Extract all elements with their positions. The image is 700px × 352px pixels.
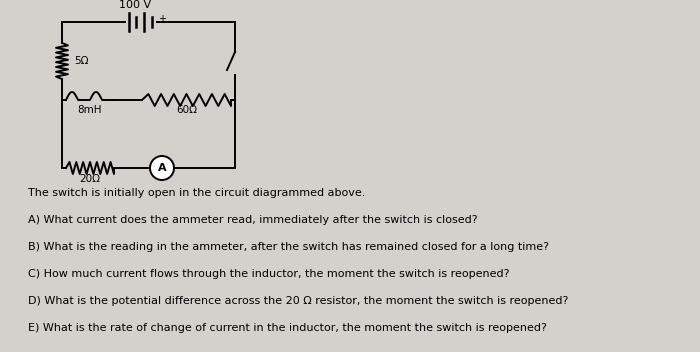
Circle shape (150, 156, 174, 180)
Text: 100 V: 100 V (119, 0, 151, 10)
Text: B) What is the reading in the ammeter, after the switch has remained closed for : B) What is the reading in the ammeter, a… (28, 242, 549, 252)
Text: D) What is the potential difference across the 20 Ω resistor, the moment the swi: D) What is the potential difference acro… (28, 296, 568, 306)
Text: 60Ω: 60Ω (176, 105, 197, 115)
Text: 20Ω: 20Ω (80, 174, 101, 184)
Text: A: A (158, 163, 167, 173)
Text: 5Ω: 5Ω (74, 56, 88, 66)
Text: E) What is the rate of change of current in the inductor, the moment the switch : E) What is the rate of change of current… (28, 323, 547, 333)
Text: The switch is initially open in the circuit diagrammed above.: The switch is initially open in the circ… (28, 188, 365, 198)
Text: C) How much current flows through the inductor, the moment the switch is reopene: C) How much current flows through the in… (28, 269, 510, 279)
Text: A) What current does the ammeter read, immediately after the switch is closed?: A) What current does the ammeter read, i… (28, 215, 477, 225)
Text: 8mH: 8mH (78, 105, 102, 115)
Text: +: + (158, 14, 166, 24)
